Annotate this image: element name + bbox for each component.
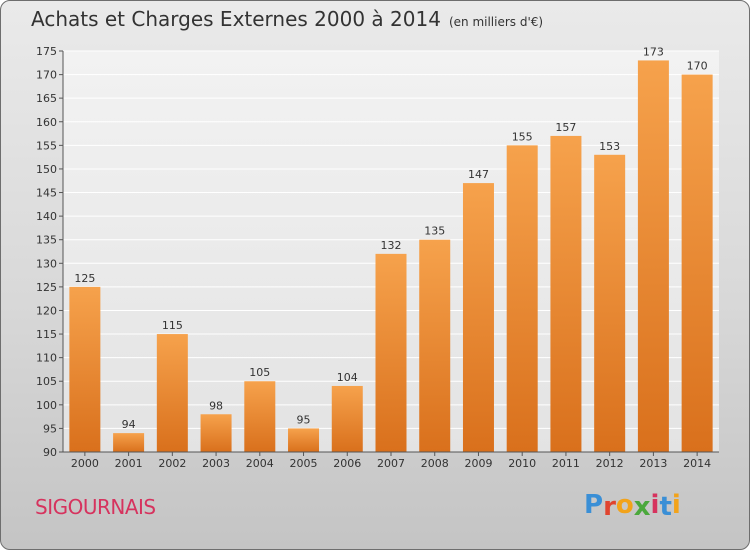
data-label: 115 [162,319,183,332]
y-tick-label: 145 [36,187,57,200]
chart-unit: (en milliers d'€) [448,15,544,29]
x-tick-label: 2001 [115,457,143,470]
x-tick-label: 2009 [464,457,492,470]
bar [506,145,538,452]
y-tick-label: 160 [36,116,57,129]
y-tick-label: 135 [36,234,57,247]
bar [419,239,451,452]
y-tick-label: 100 [36,399,57,412]
bar [331,385,363,452]
data-label: 104 [337,371,358,384]
x-tick-label: 2002 [158,457,186,470]
y-tick-label: 170 [36,69,57,82]
data-label: 98 [209,399,223,412]
proxiti-logo: Proxiti [584,490,681,522]
x-tick-label: 2007 [377,457,405,470]
bar [200,414,232,452]
chart-title-row: Achats et Charges Externes 2000 à 2014 (e… [31,7,543,31]
x-tick-label: 2012 [596,457,624,470]
x-tick-label: 2008 [421,457,449,470]
y-tick-label: 125 [36,281,57,294]
data-label: 95 [297,413,311,426]
x-tick-label: 2005 [290,457,318,470]
bar [113,433,145,452]
bar [69,286,101,452]
y-tick-label: 165 [36,92,57,105]
data-label: 132 [381,239,402,252]
data-label: 125 [74,272,95,285]
logo-letter: t [659,492,672,522]
bar [637,60,669,452]
data-label: 173 [643,45,664,58]
bar [594,154,626,452]
logo-letter: i [650,490,660,520]
commune-name: SIGOURNAIS [35,495,156,519]
bar [288,428,320,452]
data-label: 170 [687,60,708,73]
y-tick-label: 150 [36,163,57,176]
y-tick-label: 130 [36,257,57,270]
bar [244,381,276,452]
x-tick-label: 2014 [683,457,711,470]
x-tick-label: 2004 [246,457,274,470]
x-tick-label: 2010 [508,457,536,470]
x-tick-label: 2006 [333,457,361,470]
y-tick-label: 90 [43,446,57,459]
x-tick-label: 2003 [202,457,230,470]
y-tick-label: 155 [36,139,57,152]
y-tick-label: 175 [36,45,57,58]
data-label: 157 [555,121,576,134]
bar [550,135,582,452]
data-label: 155 [512,130,533,143]
bar [156,334,188,452]
chart-title: Achats et Charges Externes 2000 à 2014 [31,7,441,31]
x-tick-label: 2013 [639,457,667,470]
data-label: 147 [468,168,489,181]
data-label: 153 [599,140,620,153]
bar [375,253,407,452]
x-tick-label: 2011 [552,457,580,470]
data-label: 105 [249,366,270,379]
bar [462,183,494,452]
data-label: 94 [122,418,136,431]
logo-letter: x [633,492,651,522]
logo-letter: i [671,490,681,520]
data-label: 135 [424,225,445,238]
y-tick-label: 110 [36,352,57,365]
x-tick-label: 2000 [71,457,99,470]
y-tick-label: 105 [36,375,57,388]
logo-letter: r [603,492,616,522]
logo-letter: P [584,490,604,520]
logo-letter: o [615,490,634,520]
y-tick-label: 120 [36,304,57,317]
y-tick-label: 95 [43,422,57,435]
y-tick-label: 115 [36,328,57,341]
y-tick-label: 140 [36,210,57,223]
bar [681,74,713,453]
